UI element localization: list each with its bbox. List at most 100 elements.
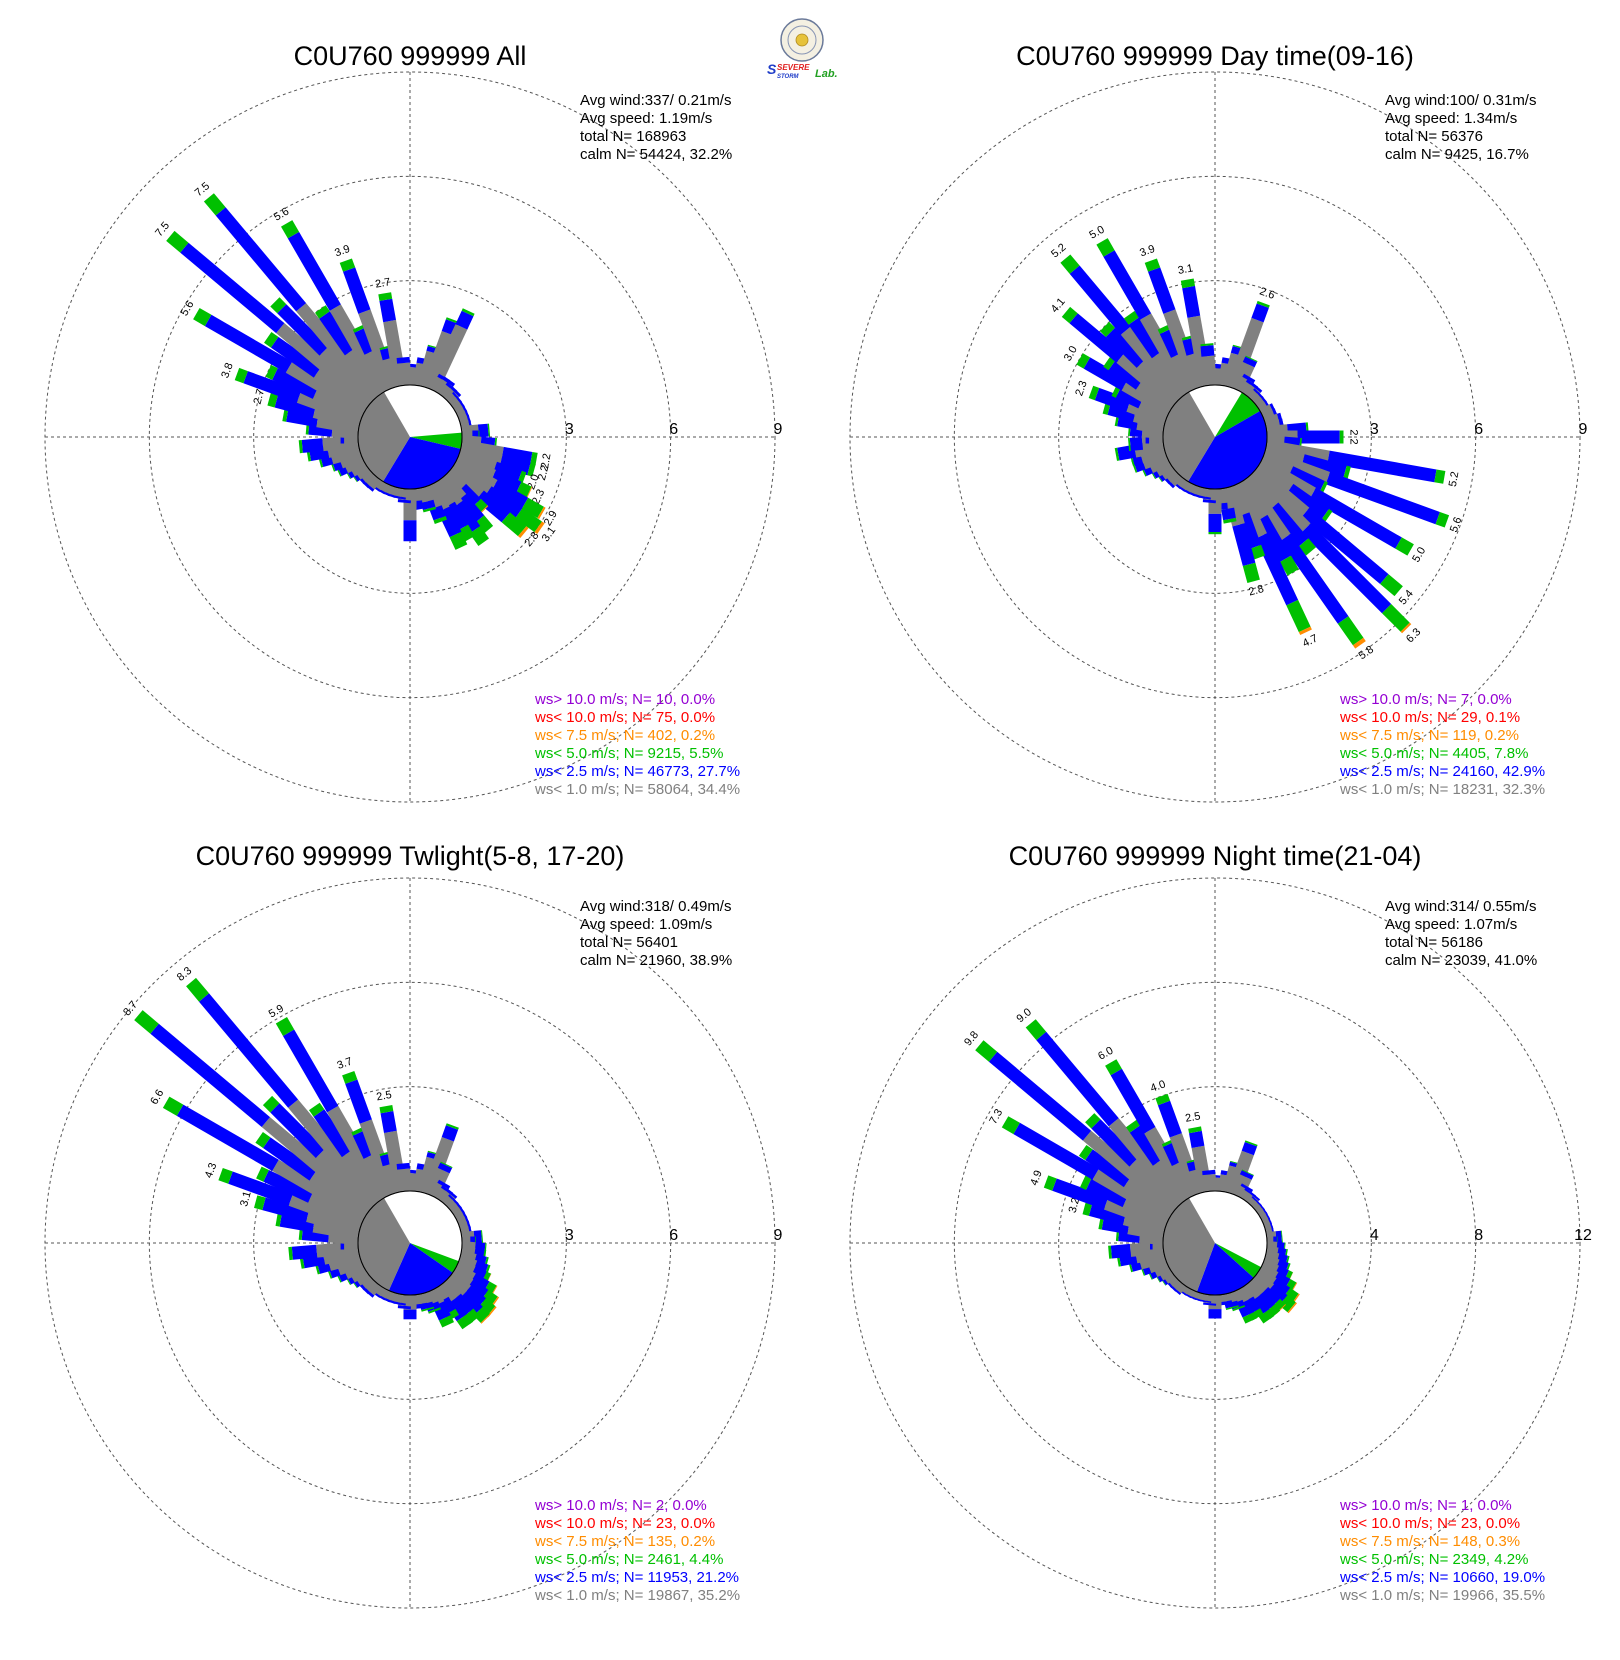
bar-segment	[277, 304, 329, 356]
bar-segment	[1099, 321, 1115, 337]
bar-segment	[1108, 1245, 1112, 1259]
bar-segment	[264, 332, 279, 348]
bar-segment	[518, 526, 529, 538]
bar-segment	[1069, 265, 1131, 335]
bar-segment	[1223, 517, 1237, 524]
bar-segment	[1261, 448, 1331, 485]
ring-label: 3	[1370, 421, 1379, 438]
bar-segment	[234, 367, 248, 384]
bar-segment	[1241, 1142, 1258, 1156]
bar-segment	[1225, 1305, 1239, 1310]
legend-entry: ws< 7.5 m/s; N= 119, 0.2%	[1339, 727, 1519, 744]
panel-night-time: C0U760 999999 Night time(21-04) 4 8 12 3.2 4.…	[849, 841, 1592, 1609]
bar-segment	[1085, 1149, 1132, 1188]
bar-segment	[1279, 1295, 1296, 1313]
bar-segment	[313, 1109, 353, 1158]
bar-value-label: 2.5	[1184, 1110, 1201, 1124]
bar-segment	[474, 515, 494, 535]
bar-segment	[262, 1095, 280, 1113]
bar-segment	[527, 462, 536, 477]
bar-segment	[1085, 1113, 1101, 1129]
calm-pie-slice	[358, 1198, 410, 1291]
bar-segment	[396, 1162, 410, 1170]
stat-avg-wind: Avg wind:314/ 0.55m/s	[1385, 898, 1536, 915]
calm-pie-slice	[1215, 1243, 1262, 1278]
bar-segment	[1189, 1130, 1205, 1148]
bar-segment	[1182, 285, 1201, 318]
legend-entry: ws< 10.0 m/s; N= 29, 0.1%	[1339, 709, 1520, 726]
logo-seal-ring	[787, 25, 817, 55]
bar-value-label: 5.6	[1448, 516, 1465, 534]
bar-segment	[1248, 1191, 1261, 1201]
bar-segment	[288, 1193, 364, 1232]
bar-segment	[186, 977, 209, 1002]
bar-segment	[1337, 616, 1364, 646]
logo-seal-center	[795, 33, 809, 47]
bar-segment	[291, 1244, 318, 1260]
bar-segment	[456, 483, 481, 508]
bar-segment	[1256, 457, 1316, 500]
legend-entry: ws> 10.0 m/s; N= 1, 0.0%	[1339, 1497, 1512, 1514]
bar-segment	[1244, 1140, 1258, 1147]
bar-segment	[1013, 1122, 1099, 1180]
legend-entry: ws< 10.0 m/s; N= 75, 0.0%	[534, 709, 715, 726]
panel-title: C0U760 999999 Day time(09-16)	[1016, 41, 1414, 71]
bar-segment	[313, 366, 372, 413]
stat-total: total N= 168963	[580, 128, 686, 145]
bar-segment	[1268, 502, 1309, 547]
bar-segment	[480, 1313, 491, 1324]
calm-pie-slice	[383, 437, 461, 489]
bar-segment	[397, 499, 411, 504]
bar-segment	[262, 1197, 310, 1222]
bar-segment	[1094, 387, 1131, 412]
bar-segment	[1287, 466, 1325, 493]
bar-segment	[275, 1213, 282, 1227]
bar-segment	[1309, 487, 1402, 549]
bar-segment	[215, 207, 307, 312]
bar-segment	[1434, 469, 1446, 484]
bar-segment	[1297, 430, 1340, 444]
panel-day-time: C0U760 999999 Day time(09-16) 3 6 9 2.6 2.2 5.…	[849, 41, 1588, 803]
bar-segment	[1123, 1176, 1177, 1219]
bar-segment	[1301, 507, 1389, 584]
bar-segment	[421, 1306, 435, 1312]
bar-value-label: 2.8	[1247, 583, 1265, 599]
bar-segment	[397, 362, 412, 386]
calm-circle-outline	[1162, 1190, 1268, 1296]
bar-segment	[403, 1309, 417, 1320]
bar-value-label: 2.3	[1073, 379, 1090, 397]
bar-segment	[530, 452, 538, 466]
bar-segment	[281, 220, 300, 239]
calm-pie-slice	[1163, 1198, 1215, 1292]
bar-segment	[263, 1137, 317, 1181]
stat-calm: calm N= 23039, 41.0%	[1385, 952, 1537, 969]
bar-value-label: 3.1	[238, 1190, 254, 1208]
bar-segment	[1395, 537, 1414, 556]
bar-segment	[1121, 379, 1174, 417]
bar-segment	[1096, 238, 1115, 257]
calm-pie-slice	[388, 1243, 453, 1296]
bar-segment	[537, 506, 546, 520]
legend-entry: ws< 7.5 m/s; N= 148, 0.3%	[1339, 1533, 1520, 1550]
bar-segment	[204, 314, 293, 373]
bar-segment	[150, 1023, 270, 1127]
bar-segment	[315, 305, 330, 319]
bar-value-label: 2.7	[374, 276, 391, 290]
bar-segment	[1092, 1168, 1174, 1223]
bar-segment	[1088, 1203, 1127, 1225]
bar-segment	[1060, 254, 1080, 274]
calm-pie-slice	[1215, 392, 1260, 437]
bar-segment	[1069, 313, 1125, 363]
bar-segment	[421, 1137, 454, 1197]
bar-segment	[1250, 382, 1263, 393]
calm-circle-outline	[1162, 384, 1268, 490]
bar-segment	[397, 1168, 412, 1192]
bar-segment	[270, 336, 322, 378]
bar-value-label: 3.8	[219, 361, 236, 379]
legend-entry: ws< 10.0 m/s; N= 23, 0.0%	[534, 1515, 715, 1532]
bar-segment	[1083, 357, 1128, 391]
stat-avg-wind: Avg wind:100/ 0.31m/s	[1385, 92, 1536, 109]
legend-entry: ws< 5.0 m/s; N= 2349, 4.2%	[1339, 1551, 1528, 1568]
bar-segment	[265, 365, 278, 380]
